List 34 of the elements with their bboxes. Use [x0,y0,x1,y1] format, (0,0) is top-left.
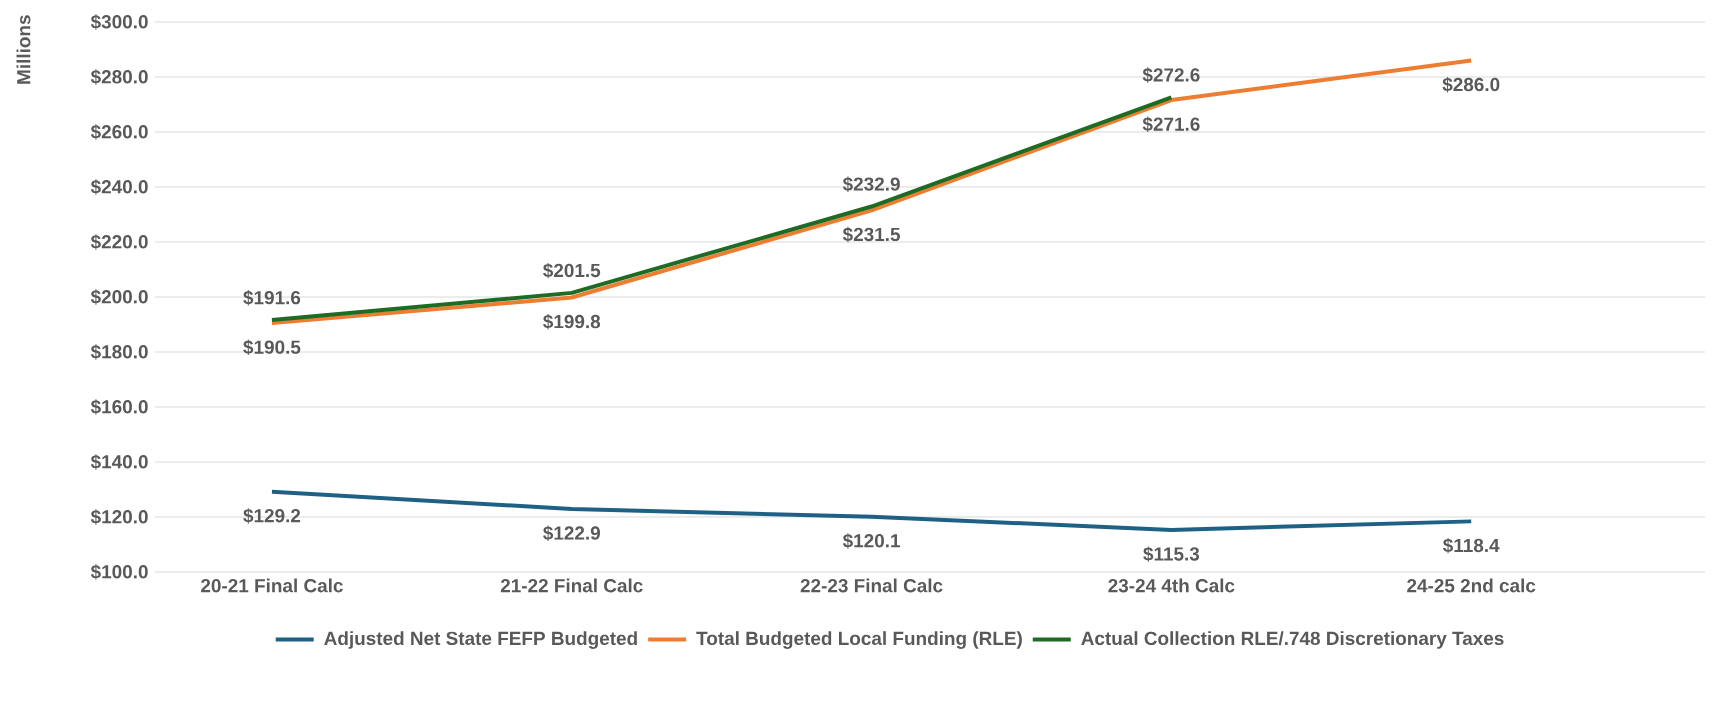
y-tick-label: $180.0 [90,344,148,360]
y-tick-label: $280.0 [90,69,148,85]
data-label: $201.5 [543,262,601,279]
y-tick-label: $220.0 [90,234,148,250]
y-tick-label: $300.0 [90,14,148,30]
y-tick-label: $140.0 [90,454,148,470]
data-label: $271.6 [1142,116,1200,133]
data-label: $286.0 [1442,76,1500,93]
data-label: $231.5 [842,226,900,243]
data-label: $118.4 [1443,537,1500,554]
x-tick-label: 24-25 2nd calc [1407,578,1536,593]
x-tick-label: 22-23 Final Calc [800,578,943,593]
data-label: $115.3 [1143,546,1200,562]
y-axis-title: Millions [16,15,31,84]
data-label: $272.6 [1142,67,1200,83]
data-label: $129.2 [243,508,301,524]
x-tick-label: 20-21 Final Calc [201,578,343,593]
y-tick-label: $240.0 [90,179,148,195]
y-tick-label: $260.0 [90,124,148,140]
y-tick-label: $200.0 [90,289,148,305]
y-tick-label: $120.0 [90,509,148,525]
data-label: $191.6 [243,290,301,306]
data-label: $190.5 [243,339,301,356]
x-tick-label: 21-22 Final Calc [500,578,643,593]
y-tick-label: $160.0 [90,399,148,415]
legend-label: Adjusted Net State FEFP Budgeted [324,631,637,649]
y-tick-label: $100.0 [90,564,148,580]
data-label: $232.9 [842,176,900,192]
data-label: $199.8 [543,314,601,330]
data-label: $120.1 [842,533,900,549]
x-tick-label: 23-24 4th Calc [1108,578,1235,593]
legend-label: Actual Collection RLE/.748 Discretionary Taxes [1081,631,1504,649]
data-label: $122.9 [543,525,600,541]
legend-label: Total Budgeted Local Funding (RLE) [696,631,1022,649]
